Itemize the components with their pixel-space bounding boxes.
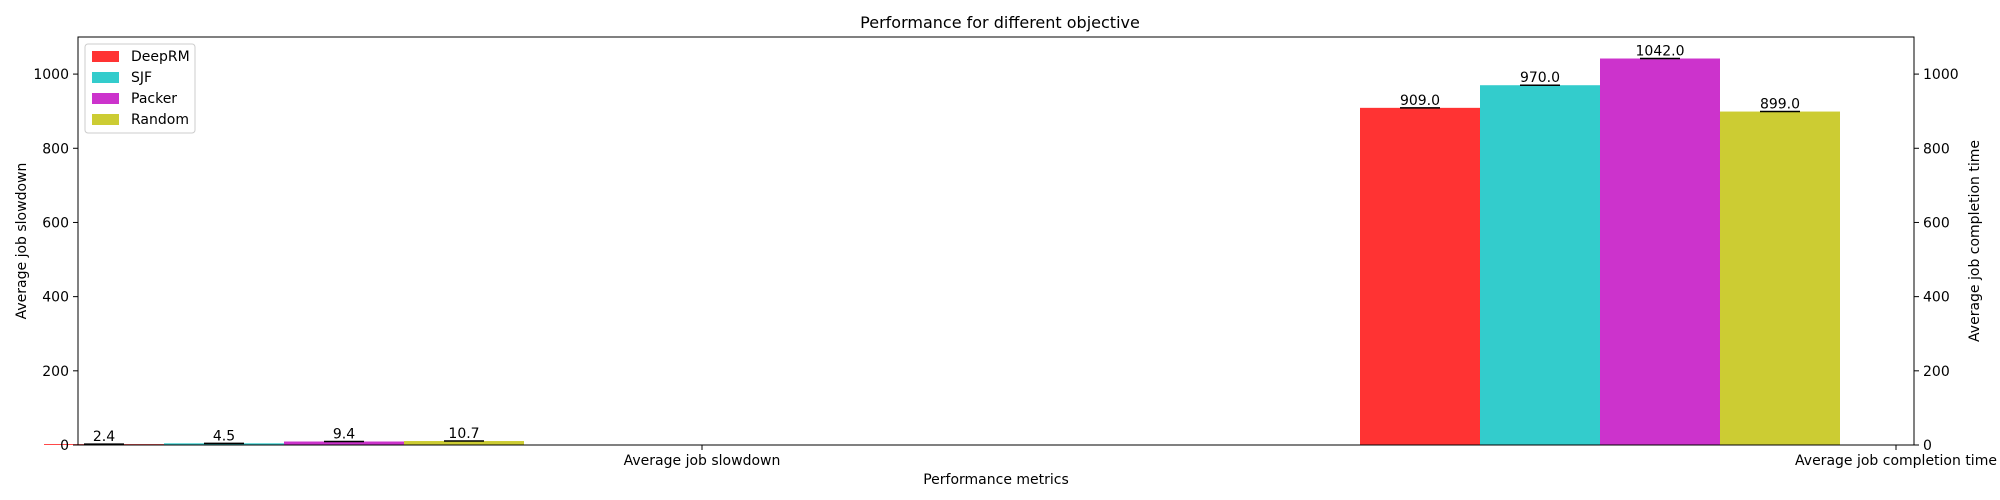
legend-swatch-sjf [92,72,119,83]
legend-swatch-packer [92,93,119,104]
left-y-tick-label: 200 [42,364,69,380]
left-y-axis: 0 200 400 600 800 1000 [33,67,78,454]
value-labels-layer: 2.4 909.0 4.5 970.0 9.4 1042.0 10.7 899.0 [84,44,1800,445]
right-y-tick-label: 600 [1923,215,1950,231]
right-y-axis-label: Average job completion time [1967,140,1983,342]
bar-random-completion-time [1720,111,1840,445]
plot-frame [77,36,1915,446]
right-y-tick-label: 800 [1923,141,1950,157]
legend-swatch-deeprm [92,51,119,62]
right-y-tick-label: 200 [1923,364,1950,380]
left-y-tick-label: 400 [42,290,69,306]
bar-random-slowdown [404,441,524,445]
bars-layer [44,58,1840,446]
left-y-tick-label: 0 [60,438,69,454]
right-y-tick-label: 0 [1923,438,1932,454]
x-axis-label: Performance metrics [923,472,1069,488]
legend-label: Packer [131,91,177,107]
bar-value-label: 970.0 [1520,70,1560,86]
bar-packer-completion-time [1600,58,1720,445]
bar-value-label: 1042.0 [1636,44,1685,60]
legend-label: SJF [131,70,152,86]
right-y-tick-label: 1000 [1923,67,1959,83]
bar-deeprm-completion-time [1360,107,1480,446]
legend-label: Random [131,112,189,128]
left-y-tick-label: 800 [42,141,69,157]
x-axis: Average job slowdown Average job completi… [624,445,1997,469]
bar-value-label: 10.7 [448,426,479,442]
bar-sjf-slowdown [164,443,284,445]
bar-value-label: 2.4 [93,429,115,445]
bar-sjf-completion-time [1480,85,1600,445]
left-y-tick-label: 600 [42,215,69,231]
legend-frame [84,43,196,134]
bar-value-label: 4.5 [213,428,235,444]
right-y-axis: 0 200 400 600 800 1000 [1914,67,1959,454]
chart-title: Performance for different objective [860,13,1140,32]
bar-value-label: 909.0 [1400,93,1440,109]
x-tick-label: Average job slowdown [624,453,781,469]
legend: DeepRM SJF Packer Random [84,43,196,134]
left-y-axis-label: Average job slowdown [14,163,30,320]
bar-value-label: 899.0 [1760,97,1800,113]
left-y-tick-label: 1000 [33,67,69,83]
x-tick-label: Average job completion time [1795,453,1997,469]
bar-packer-slowdown [284,441,404,445]
legend-swatch-random [92,114,119,125]
legend-label: DeepRM [131,49,190,65]
right-y-tick-label: 400 [1923,290,1950,306]
bar-value-label: 9.4 [333,427,355,443]
